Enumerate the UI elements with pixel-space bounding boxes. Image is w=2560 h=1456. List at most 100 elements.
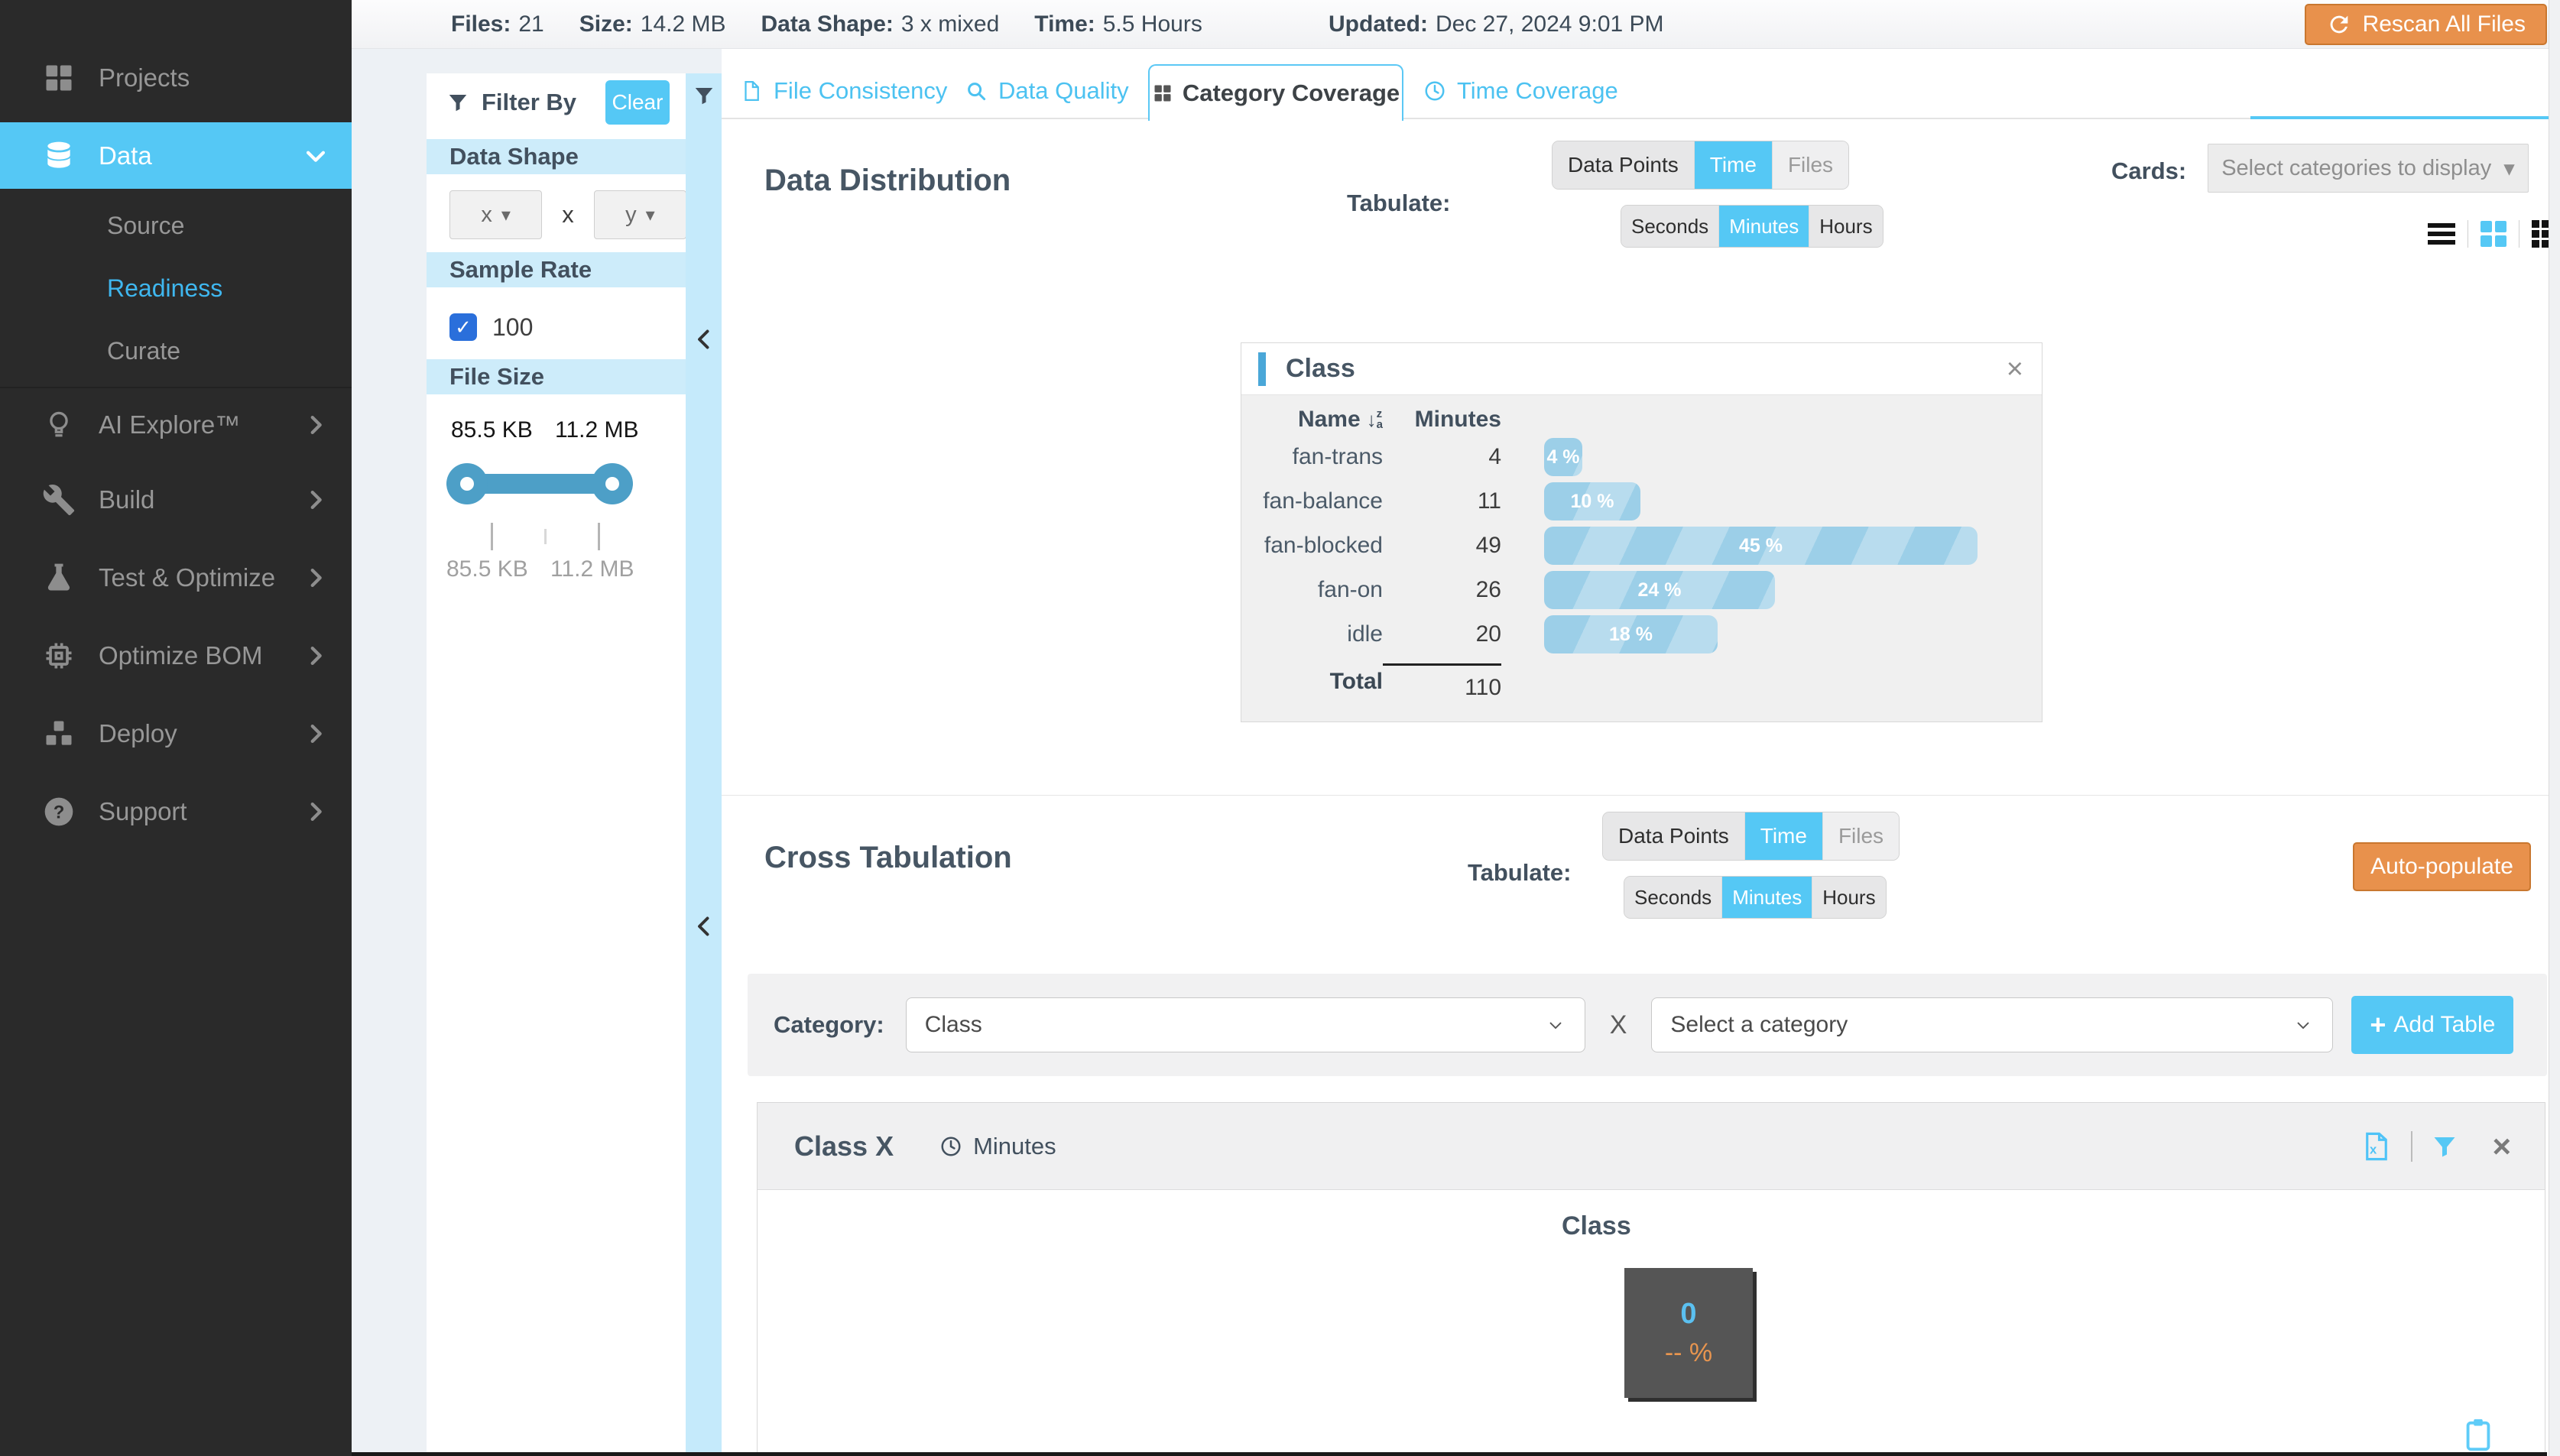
sidebar-label: Data [99, 141, 152, 170]
auto-populate-button[interactable]: Auto-populate [2353, 842, 2531, 891]
file-stats: Files: 21 Size: 14.2 MB Data Shape: 3 x mix… [451, 0, 1202, 49]
close-card-button[interactable]: × [2006, 352, 2023, 385]
chip-icon [46, 643, 72, 669]
sidebar-item-deploy[interactable]: Deploy [0, 702, 352, 766]
segment-option-files[interactable]: Files [1771, 141, 1849, 189]
chevron-down-icon [306, 151, 326, 162]
x-dimension-value: x [481, 202, 492, 227]
bar-percent-label: 4 % [1546, 446, 1580, 468]
table-total-row: Total 110 [1241, 657, 2042, 707]
rescan-all-files-button[interactable]: Rescan All Files [2304, 4, 2547, 45]
collapse-panel-button[interactable] [690, 913, 718, 940]
tab-underline [722, 118, 2560, 119]
icon-divider [2411, 1130, 2413, 1162]
dimension-times-label: x [562, 201, 574, 228]
view-mode-toggle [2428, 220, 2559, 248]
export-excel-icon[interactable]: x [2360, 1130, 2393, 1163]
bar-percent-label: 10 % [1570, 490, 1614, 512]
x-dimension-dropdown[interactable]: x ▾ [449, 190, 543, 239]
cross-symbol: X [1609, 1010, 1627, 1039]
clipboard-icon[interactable] [2461, 1415, 2496, 1454]
clock-icon [1425, 81, 1445, 101]
segment-option-time[interactable]: Time [1693, 141, 1772, 189]
stat-time: Time: 5.5 Hours [1034, 11, 1202, 37]
stat-data-shape: Data Shape: 3 x mixed [761, 11, 1000, 37]
slider-handle-min[interactable] [446, 463, 488, 504]
slider-tick [491, 523, 493, 550]
clear-filters-button[interactable]: Clear [605, 80, 670, 125]
sidebar-item-projects[interactable]: Projects [0, 44, 352, 112]
tab-label: Data Quality [998, 77, 1129, 104]
slider-range-bar[interactable] [467, 474, 612, 494]
y-dimension-dropdown[interactable]: y ▾ [593, 190, 686, 239]
close-card-button[interactable]: × [2492, 1127, 2511, 1164]
sidebar-item-build[interactable]: Build [0, 468, 352, 532]
collapse-panel-button[interactable] [690, 326, 718, 353]
cross-table-cell[interactable]: 0 -- % [1624, 1268, 1753, 1398]
segment-option-minutes[interactable]: Minutes [1721, 877, 1812, 918]
sidebar-item-readiness[interactable]: Readiness [0, 263, 352, 313]
question-icon: ? [44, 797, 73, 826]
sidebar-item-ai-explore[interactable]: AI Explore™ [0, 390, 352, 460]
add-table-button[interactable]: + Add Table [2351, 996, 2514, 1054]
tab-time-coverage[interactable]: Time Coverage [1423, 64, 1618, 118]
sidebar-item-curate[interactable]: Curate [0, 326, 352, 376]
tab-file-consistency[interactable]: File Consistency [740, 64, 947, 118]
card-title: Class X [794, 1130, 894, 1162]
cell-value: 0 [1680, 1298, 1697, 1330]
segment-option-hours[interactable]: Hours [1812, 877, 1886, 918]
sidebar-item-support[interactable]: ? Support [0, 780, 352, 844]
table-row: fan-trans 4 4 % [1241, 435, 2042, 479]
table-row: fan-on 26 24 % [1241, 568, 2042, 612]
svg-text:x: x [2370, 1142, 2377, 1156]
chevron-right-icon [310, 568, 322, 588]
percentage-bar: 45 % [1544, 527, 1978, 565]
list-view-icon[interactable] [2428, 223, 2455, 245]
sidebar-sub-label: Source [107, 211, 185, 239]
sidebar-label: Deploy [99, 719, 177, 747]
segment-option-data-points[interactable]: Data Points [1553, 141, 1694, 189]
chevron-right-icon [310, 415, 322, 435]
segment-option-data-points[interactable]: Data Points [1603, 812, 1744, 860]
sidebar-item-source[interactable]: Source [0, 200, 352, 251]
tabulate-measure-toggle: Data Points Time Files [1552, 141, 1850, 190]
sidebar-label: Build [99, 485, 155, 514]
sample-rate-checkbox[interactable]: ✓ [449, 313, 477, 341]
segment-option-seconds[interactable]: Seconds [1621, 206, 1719, 247]
sidebar-item-data[interactable]: Data [0, 122, 352, 189]
segment-option-hours[interactable]: Hours [1809, 206, 1883, 247]
tabulate-unit-toggle: Seconds Minutes Hours [1624, 876, 1887, 919]
tab-data-quality[interactable]: Data Quality [965, 64, 1129, 118]
card-accent-bar [1258, 352, 1266, 386]
flask-icon [47, 563, 70, 591]
row-value: 11 [1477, 488, 1501, 514]
filter-icon[interactable] [693, 84, 715, 107]
segment-option-files[interactable]: Files [1822, 812, 1900, 860]
refresh-icon [2330, 15, 2347, 34]
tab-category-coverage[interactable]: Category Coverage [1148, 64, 1403, 121]
segment-option-time[interactable]: Time [1744, 812, 1822, 860]
filter-table-icon[interactable] [2431, 1133, 2458, 1160]
cards-category-dropdown[interactable]: Select categories to display ▾ [2208, 144, 2529, 193]
vertical-scrollbar[interactable] [2549, 0, 2560, 1456]
segment-option-minutes[interactable]: Minutes [1718, 206, 1809, 247]
sidebar-label: Support [99, 797, 187, 825]
grid-view-icon[interactable] [2481, 221, 2506, 247]
category-2-dropdown[interactable]: Select a category [1651, 997, 2334, 1052]
segment-option-seconds[interactable]: Seconds [1624, 877, 1722, 918]
sidebar-label: Test & Optimize [99, 563, 276, 592]
table-row: idle 20 18 % [1241, 612, 2042, 657]
page-bottom-edge [352, 1452, 2547, 1456]
category-label: Category: [774, 1011, 884, 1038]
sidebar-item-test-optimize[interactable]: Test & Optimize [0, 546, 352, 610]
slider-handle-max[interactable] [592, 463, 633, 504]
sidebar: Projects Data Source Readiness Curate AI… [0, 0, 352, 1456]
section-title-cross-tabulation: Cross Tabulation [764, 841, 1012, 874]
category-1-dropdown[interactable]: Class [905, 997, 1585, 1052]
chevron-down-icon [1549, 1022, 1562, 1030]
bar-percent-label: 45 % [1739, 534, 1783, 556]
sidebar-item-optimize-bom[interactable]: Optimize BOM [0, 624, 352, 688]
